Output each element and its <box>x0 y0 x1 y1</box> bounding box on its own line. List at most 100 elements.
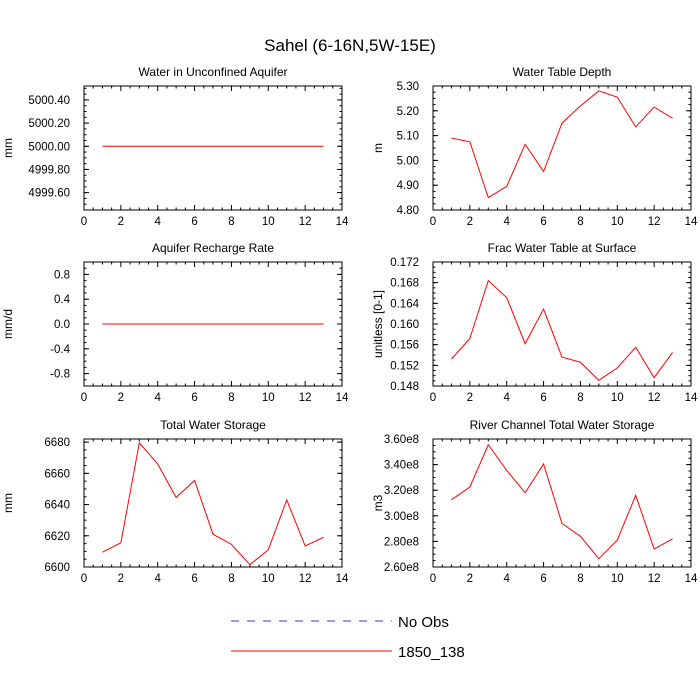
y-axis-label: mm/d <box>1 309 15 339</box>
x-tick-label: 8 <box>228 392 234 404</box>
x-tick-label: 12 <box>299 216 312 228</box>
panel-3: Aquifer Recharge Rate 0 2 4 6 8 10 12 14 -0.8 -0.4… <box>1 241 349 404</box>
x-tick-label: 10 <box>262 392 275 404</box>
y-tick-label: 6600 <box>44 562 70 574</box>
x-tick-label: 14 <box>336 392 349 404</box>
x-tick-label: 6 <box>540 573 546 585</box>
y-tick-label: 0.148 <box>390 381 419 393</box>
y-tick-label: 3.20e8 <box>384 485 419 497</box>
x-tick-label: 0 <box>430 392 436 404</box>
y-tick-label: 0.152 <box>390 360 419 372</box>
x-tick-label: 2 <box>467 216 473 228</box>
y-tick-label: 6640 <box>44 500 70 512</box>
legend-label-2: 1850_138 <box>398 644 465 661</box>
series-line <box>451 90 673 199</box>
y-axis-label: m3 <box>371 494 385 511</box>
y-tick-label: 5000.20 <box>28 118 70 130</box>
y-tick-label: 0.168 <box>390 278 419 290</box>
panel-2: Water Table Depth 0 2 4 6 8 10 12 14 4.80 4.90 5.00… <box>371 65 698 228</box>
x-tick-label: 0 <box>81 573 87 585</box>
y-tick-label: 6680 <box>44 437 70 449</box>
panel-title: Water Table Depth <box>513 65 612 79</box>
plot-frame <box>432 261 692 387</box>
x-tick-label: 4 <box>504 573 511 585</box>
x-tick-label: 2 <box>118 392 124 404</box>
x-tick-label: 4 <box>504 392 511 404</box>
y-tick-label: 0.8 <box>54 269 70 281</box>
x-tick-label: 6 <box>191 392 197 404</box>
panel-title: Water in Unconfined Aquifer <box>139 65 288 79</box>
y-tick-label: 2.80e8 <box>384 536 419 548</box>
x-tick-label: 10 <box>262 216 275 228</box>
y-tick-label: 0.160 <box>390 319 419 331</box>
panel-4: Frac Water Table at Surface 0 2 4 6 8 10 12 14 0.… <box>371 241 698 404</box>
panel-title: Total Water Storage <box>160 418 266 432</box>
y-tick-label: 5000.00 <box>28 141 70 153</box>
series-line <box>451 443 673 560</box>
y-tick-label: 5000.40 <box>28 95 70 107</box>
x-tick-label: 0 <box>81 392 87 404</box>
y-tick-label: 0.172 <box>390 257 419 269</box>
panel-grid: Water in Unconfined Aquifer 0 2 4 6 8 10 12 14 49… <box>1 65 698 585</box>
plot-frame <box>432 438 692 568</box>
x-tick-label: 10 <box>611 392 624 404</box>
x-tick-label: 14 <box>685 216 698 228</box>
y-tick-label: 3.00e8 <box>384 511 419 523</box>
x-tick-label: 8 <box>228 216 234 228</box>
x-tick-label: 6 <box>540 392 546 404</box>
x-tick-label: 8 <box>577 392 583 404</box>
x-tick-label: 0 <box>430 216 436 228</box>
y-axis-label: mm <box>1 493 15 513</box>
series-line <box>451 279 673 381</box>
x-tick-label: 12 <box>299 573 312 585</box>
y-tick-label: 6620 <box>44 531 70 543</box>
x-tick-label: 2 <box>467 573 473 585</box>
y-tick-label: 5.10 <box>397 131 419 143</box>
x-tick-label: 4 <box>155 392 162 404</box>
y-tick-label: -0.4 <box>50 344 70 356</box>
plot-frame <box>83 85 343 211</box>
x-tick-label: 10 <box>611 216 624 228</box>
x-tick-label: 6 <box>540 216 546 228</box>
series-line <box>102 441 324 566</box>
y-tick-label: 0.0 <box>54 319 70 331</box>
y-axis-label: m <box>371 143 385 153</box>
y-tick-label: 3.60e8 <box>384 434 419 446</box>
x-tick-label: 4 <box>504 216 511 228</box>
y-tick-label: 2.60e8 <box>384 562 419 574</box>
x-tick-label: 2 <box>118 216 124 228</box>
y-tick-label: 4999.60 <box>28 188 70 200</box>
y-tick-label: 3.40e8 <box>384 460 419 472</box>
x-tick-label: 4 <box>155 216 162 228</box>
y-tick-label: 0.164 <box>390 298 419 310</box>
x-tick-label: 0 <box>430 573 436 585</box>
x-tick-label: 12 <box>648 216 661 228</box>
x-tick-label: 10 <box>611 573 624 585</box>
y-tick-label: 0.156 <box>390 340 419 352</box>
y-tick-label: 5.30 <box>397 81 419 93</box>
x-tick-label: 10 <box>262 573 275 585</box>
x-tick-label: 6 <box>191 216 197 228</box>
x-tick-label: 12 <box>299 392 312 404</box>
y-tick-label: -0.8 <box>50 369 70 381</box>
panel-title: Frac Water Table at Surface <box>488 241 637 255</box>
figure-title: Sahel (6-16N,5W-15E) <box>264 36 436 55</box>
y-tick-label: 5.20 <box>397 106 419 118</box>
x-tick-label: 14 <box>685 392 698 404</box>
y-tick-label: 5.00 <box>397 155 419 167</box>
legend-label-1: No Obs <box>398 614 449 631</box>
panel-6: River Channel Total Water Storage 0 2 4 6 8 10… <box>371 418 698 585</box>
x-tick-label: 2 <box>118 573 124 585</box>
x-tick-label: 14 <box>336 216 349 228</box>
y-tick-label: 4.80 <box>397 205 419 217</box>
x-tick-label: 8 <box>577 573 583 585</box>
y-axis-label: unitless [0-1] <box>371 290 385 358</box>
x-tick-label: 14 <box>685 573 698 585</box>
x-tick-label: 6 <box>191 573 197 585</box>
panel-1: Water in Unconfined Aquifer 0 2 4 6 8 10 12 14 49… <box>1 65 349 228</box>
panel-title: Aquifer Recharge Rate <box>152 241 274 255</box>
y-tick-label: 0.4 <box>54 294 71 306</box>
x-tick-label: 4 <box>155 573 162 585</box>
plot-frame <box>83 438 343 568</box>
x-tick-label: 2 <box>467 392 473 404</box>
